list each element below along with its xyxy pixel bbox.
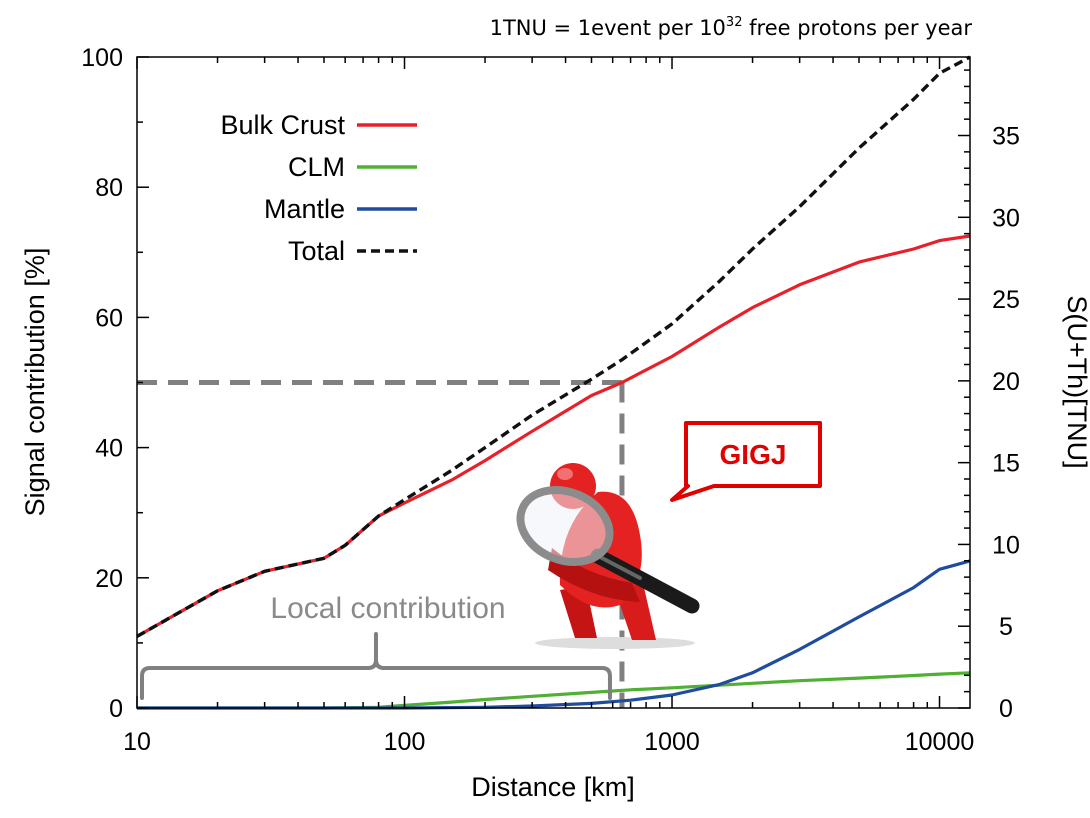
series-line-clm <box>137 671 971 710</box>
y-axis-left: 0 20 40 60 80 100 <box>81 44 149 723</box>
x-tick-label: 10000 <box>905 728 975 756</box>
x-axis: 10 100 1000 10000 <box>123 57 974 756</box>
legend: Bulk Crust CLM Mantle Total <box>220 110 417 266</box>
series-layer <box>136 55 971 710</box>
x-axis-label: Distance [km] <box>471 772 635 802</box>
series-line-mantle <box>137 559 971 710</box>
legend-label-clm: CLM <box>288 152 345 182</box>
series-line-total <box>136 55 971 638</box>
x-tick-label: 100 <box>384 728 426 756</box>
gigj-callout-label: GIGJ <box>720 439 787 470</box>
y-axis-label: Signal contribution [%] <box>20 248 50 517</box>
legend-label-bulk-crust: Bulk Crust <box>220 110 345 140</box>
y2-tick-label: 20 <box>992 368 1020 396</box>
y-tick-label: 0 <box>109 695 123 723</box>
y-tick-label: 60 <box>95 304 123 332</box>
y-tick-label: 100 <box>81 44 123 72</box>
y2-tick-label: 0 <box>999 695 1013 723</box>
x-tick-label: 10 <box>123 728 151 756</box>
y2-tick-label: 10 <box>992 531 1020 559</box>
y2-tick-label: 35 <box>992 123 1020 151</box>
gigj-callout: GIGJ <box>670 421 822 502</box>
local-contribution-brace <box>140 632 612 700</box>
y-tick-label: 80 <box>95 174 123 202</box>
y2-tick-label: 5 <box>999 613 1013 641</box>
series-line-bulk-crust <box>136 234 971 638</box>
y2-tick-label: 15 <box>992 450 1020 478</box>
y-tick-label: 20 <box>95 565 123 593</box>
x-tick-label: 1000 <box>644 728 700 756</box>
y2-tick-label: 25 <box>992 286 1020 314</box>
y2-tick-label: 30 <box>992 204 1020 232</box>
local-contribution-label: Local contribution <box>270 592 505 625</box>
y-tick-label: 40 <box>95 435 123 463</box>
legend-label-mantle: Mantle <box>264 194 345 224</box>
y2-axis-label: S(U+Th)[TNU] <box>1062 295 1090 468</box>
local-contribution-bracket <box>140 632 612 700</box>
y-axis-right: 0 5 10 15 20 25 30 35 <box>958 69 1020 723</box>
red-figure-with-magnifying-glass-icon <box>516 463 700 649</box>
tnu-definition-note: 1TNU = 1event per 1032 free protons per … <box>490 15 973 40</box>
legend-label-total: Total <box>288 236 345 266</box>
